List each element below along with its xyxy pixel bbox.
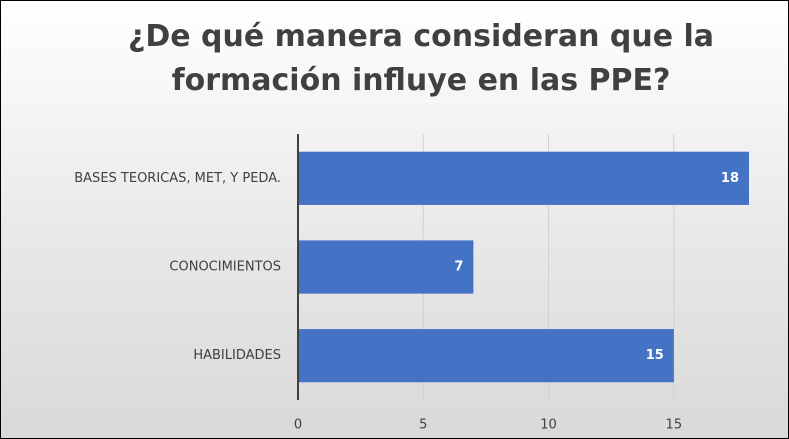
value-label: 7	[454, 260, 463, 275]
y-tick-label: CONOCIMIENTOS	[169, 260, 281, 275]
bar	[298, 240, 474, 294]
bar	[298, 151, 749, 205]
x-tick-label: 15	[666, 418, 683, 433]
x-tick-label: 10	[540, 418, 557, 433]
chart-title: ¿De qué manera consideran que la formaci…	[127, 19, 715, 98]
x-tick-label: 0	[294, 418, 302, 433]
y-tick-label: HABILIDADES	[193, 348, 281, 363]
x-tick-label: 5	[419, 418, 427, 433]
value-label: 15	[646, 348, 664, 363]
y-tick-label: BASES TEORICAS, MET, Y PEDA.	[74, 171, 281, 186]
value-label: 18	[721, 171, 739, 186]
bar	[298, 329, 674, 383]
